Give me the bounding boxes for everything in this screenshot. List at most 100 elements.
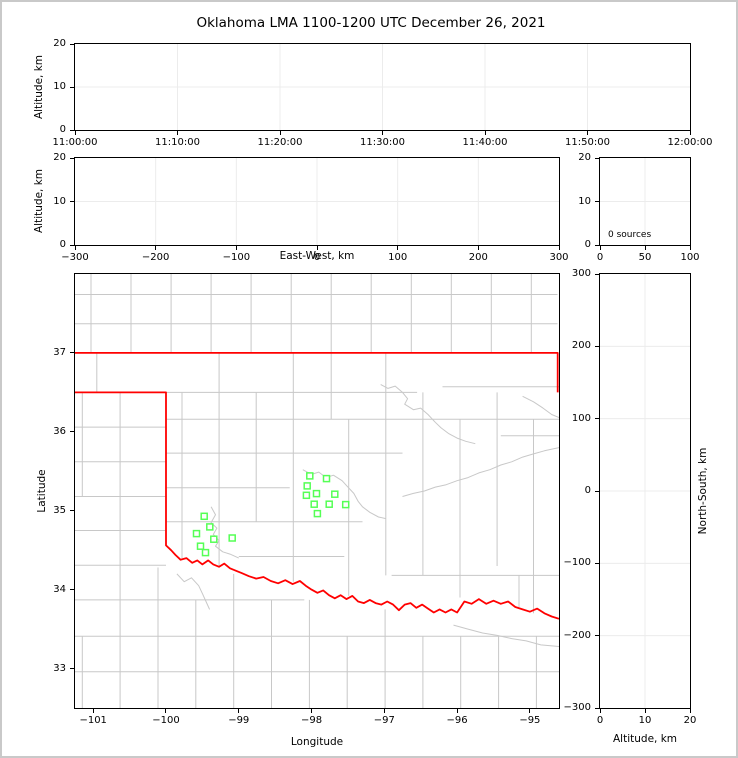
tick-mark <box>587 131 588 135</box>
state-border-line <box>75 352 559 393</box>
lma-station-marker <box>228 534 236 542</box>
y-axis-label-north-south: North-South, km <box>697 447 709 535</box>
y-axis-label-latitude: Latitude <box>36 469 48 513</box>
y-tick-label: −300 <box>563 702 591 713</box>
tick-mark <box>316 246 318 250</box>
x-tick-label: 200 <box>468 252 488 263</box>
panel-source-histogram <box>599 157 691 246</box>
tick-mark <box>235 246 237 250</box>
x-tick-label: 12:00:00 <box>667 137 713 148</box>
x-tick-label: 100 <box>388 252 408 263</box>
tick-mark <box>644 246 646 250</box>
y-tick-label: 0 <box>59 239 66 250</box>
y-tick-label: 10 <box>53 195 66 207</box>
tick-mark <box>595 244 599 246</box>
tick-mark <box>456 709 458 713</box>
lma-station-marker <box>322 474 331 483</box>
lma-station-marker <box>312 489 321 498</box>
y-tick-label: 35 <box>53 504 66 516</box>
tick-mark <box>689 131 691 135</box>
lma-station-marker <box>341 500 350 509</box>
tick-mark <box>595 273 599 275</box>
tick-mark <box>529 709 531 713</box>
x-tick-label: −95 <box>519 715 541 726</box>
tick-mark <box>595 345 599 347</box>
x-tick-label: 300 <box>549 252 569 263</box>
x-tick-label: 11:50:00 <box>565 137 610 148</box>
y-tick-label: 0 <box>59 124 66 135</box>
lma-station-marker <box>303 482 311 490</box>
lma-station-marker <box>310 500 318 508</box>
x-tick-label: −97 <box>373 715 395 726</box>
tick-mark <box>70 589 74 591</box>
lma-station-marker <box>331 490 339 498</box>
y-tick-label: −200 <box>563 629 591 641</box>
plot-area-map <box>75 274 559 708</box>
tick-mark <box>70 668 74 670</box>
lma-station-marker <box>302 491 311 500</box>
lma-station-marker <box>196 542 205 550</box>
y-tick-label: 37 <box>53 346 66 358</box>
y-tick-label: 20 <box>53 38 66 49</box>
tick-mark <box>397 246 399 250</box>
state-border-line <box>75 391 559 620</box>
tick-mark <box>70 129 74 131</box>
tick-mark <box>74 131 76 135</box>
panel-altitude-vs-time <box>74 43 691 131</box>
plot-area-northsouth-vs-altitude <box>600 274 690 708</box>
tick-mark <box>70 157 74 159</box>
x-tick-label: −98 <box>300 715 323 726</box>
river-line <box>176 573 211 610</box>
lma-station-marker <box>206 523 214 531</box>
tick-mark <box>644 709 646 713</box>
tick-mark <box>599 246 601 250</box>
tick-mark <box>689 246 691 250</box>
y-tick-label: 20 <box>53 152 66 163</box>
tick-mark <box>238 709 240 713</box>
river-line <box>210 506 240 559</box>
x-tick-label: 11:40:00 <box>462 137 508 148</box>
river-line <box>402 447 559 497</box>
tick-mark <box>311 709 313 713</box>
tick-mark <box>74 246 76 250</box>
y-tick-label: 10 <box>53 81 66 92</box>
x-tick-label: 0 <box>596 252 604 263</box>
y-tick-label: 10 <box>578 195 591 207</box>
tick-mark <box>70 510 74 512</box>
lma-station-marker <box>306 472 314 480</box>
tick-mark <box>595 707 599 709</box>
x-axis-label-longitude: Longitude <box>290 736 344 748</box>
tick-mark <box>70 431 74 433</box>
lma-station-marker <box>192 529 201 538</box>
y-tick-label: 100 <box>571 412 591 424</box>
lma-station-marker <box>201 548 210 557</box>
river-line <box>453 624 559 647</box>
lma-station-marker <box>210 535 218 543</box>
x-axis-label-altitude-ns-panel: Altitude, km <box>612 733 678 745</box>
x-tick-label: −100 <box>152 715 180 726</box>
x-tick-label: 10 <box>638 715 652 726</box>
x-tick-label: −101 <box>79 715 107 726</box>
x-tick-label: 11:30:00 <box>360 137 405 148</box>
tick-mark <box>595 635 599 637</box>
lma-station-marker <box>200 512 208 521</box>
y-axis-label-altitude-time-panel: Altitude, km <box>33 54 45 120</box>
x-tick-label: −100 <box>222 252 251 263</box>
tick-mark <box>383 709 385 713</box>
tick-mark <box>477 246 479 250</box>
plot-area-source-histogram <box>600 158 690 245</box>
y-tick-label: 0 <box>584 485 591 496</box>
river-line <box>380 384 476 445</box>
tick-mark <box>70 352 74 354</box>
tick-mark <box>70 201 74 202</box>
tick-mark <box>70 244 74 246</box>
y-axis-label-altitude-ew-panel: Altitude, km <box>33 168 45 234</box>
y-tick-label: 33 <box>53 662 66 674</box>
tick-mark <box>689 709 691 713</box>
x-tick-label: −99 <box>228 715 250 726</box>
y-tick-label: 200 <box>571 340 591 352</box>
lma-station-marker <box>325 500 333 508</box>
sources-count-annotation: 0 sources <box>608 230 652 240</box>
tick-mark <box>177 131 178 135</box>
